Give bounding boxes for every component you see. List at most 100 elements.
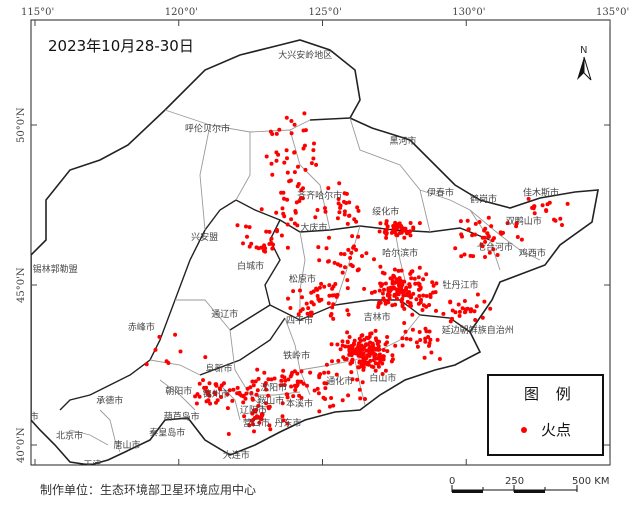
fire-point xyxy=(284,148,289,153)
fire-point xyxy=(372,257,376,262)
fire-point xyxy=(468,253,473,258)
fire-point xyxy=(408,301,412,306)
fire-point xyxy=(399,285,404,290)
fire-point xyxy=(387,296,392,301)
fire-point xyxy=(280,206,285,211)
fire-point xyxy=(441,311,446,316)
place-label: 承德市 xyxy=(96,394,123,406)
fire-point xyxy=(420,308,425,312)
place-label: 丹东市 xyxy=(274,417,301,429)
fire-point xyxy=(282,160,287,165)
fire-point xyxy=(417,294,422,298)
fire-point xyxy=(460,306,465,311)
fire-point xyxy=(309,310,314,315)
fire-point xyxy=(385,335,390,339)
fire-point xyxy=(295,223,300,228)
region-outer-boundary xyxy=(31,39,599,465)
fire-point xyxy=(270,246,275,251)
fire-point xyxy=(385,349,390,354)
fire-point xyxy=(380,372,385,376)
place-label: 保定市 xyxy=(16,471,43,483)
fire-point xyxy=(347,347,352,352)
fire-point xyxy=(322,370,327,375)
fire-point xyxy=(422,355,427,360)
fire-point xyxy=(391,273,396,278)
fire-point xyxy=(450,316,455,321)
place-label: 秦皇岛市 xyxy=(149,426,185,438)
fire-point xyxy=(338,263,343,268)
place-label: 锡林郭勒盟 xyxy=(33,263,78,275)
fire-point xyxy=(359,343,364,348)
fire-point xyxy=(350,377,355,382)
fire-point xyxy=(283,378,288,383)
fire-point xyxy=(362,286,367,291)
fire-point xyxy=(296,182,301,186)
fire-point xyxy=(505,221,510,226)
place-label: 大庆市 xyxy=(300,222,327,234)
fire-point xyxy=(402,235,407,240)
fire-point xyxy=(372,289,377,294)
fire-point xyxy=(382,230,387,235)
fire-point xyxy=(390,303,395,308)
fire-point xyxy=(390,357,395,362)
fire-point xyxy=(270,172,275,177)
fire-point xyxy=(305,311,310,316)
fire-point xyxy=(386,287,391,292)
fire-point xyxy=(311,302,316,307)
fire-point xyxy=(469,307,474,312)
place-label: 伊春市 xyxy=(427,186,454,198)
fire-point xyxy=(404,285,409,290)
fire-point xyxy=(473,318,478,322)
fire-point xyxy=(281,211,286,216)
fire-point xyxy=(323,386,328,391)
fire-point xyxy=(269,236,274,241)
fire-point xyxy=(339,251,343,256)
place-label: 松原市 xyxy=(289,273,316,285)
fire-point xyxy=(337,210,342,215)
fire-point xyxy=(235,385,240,390)
fire-point xyxy=(303,167,308,172)
fire-point xyxy=(347,213,351,218)
fire-point xyxy=(355,205,360,210)
fire-point xyxy=(453,246,458,251)
fire-point xyxy=(288,178,293,183)
fire-point xyxy=(437,357,442,361)
fire-point xyxy=(408,233,413,238)
scale-bar: 0 250 500 KM xyxy=(449,476,609,493)
fire-point xyxy=(342,212,347,217)
map-title: 2023年10月28-30日 xyxy=(48,37,194,55)
fire-point xyxy=(225,392,230,397)
fire-point xyxy=(414,297,419,302)
fire-point xyxy=(280,401,285,406)
fire-point xyxy=(292,170,297,175)
fire-point xyxy=(346,393,351,398)
fire-point xyxy=(285,170,290,175)
fire-point xyxy=(364,251,369,256)
fire-point xyxy=(317,409,322,414)
place-label: 哈尔滨市 xyxy=(382,247,418,259)
fire-point xyxy=(414,340,419,345)
fire-point xyxy=(377,288,382,293)
fire-point xyxy=(218,387,222,392)
fire-point xyxy=(457,309,462,314)
fire-point xyxy=(350,357,355,362)
place-label: 四平市 xyxy=(286,314,313,326)
fire-point xyxy=(343,265,347,270)
fire-point xyxy=(315,294,320,298)
fire-point xyxy=(230,398,235,403)
fire-point xyxy=(316,297,321,302)
place-label: 大连市 xyxy=(223,449,250,461)
fire-point xyxy=(247,225,252,230)
fire-point xyxy=(514,221,519,226)
fire-point xyxy=(377,300,382,305)
fire-point xyxy=(207,393,212,398)
fire-point xyxy=(399,299,404,304)
place-label: 绥化市 xyxy=(372,206,399,218)
fire-point xyxy=(383,301,388,306)
fire-point xyxy=(358,396,363,401)
fire-point xyxy=(252,429,256,434)
fire-point xyxy=(395,233,400,238)
fire-point xyxy=(347,335,352,339)
place-label: 延边朝鲜族自治州 xyxy=(442,324,514,336)
fire-point xyxy=(278,383,283,388)
